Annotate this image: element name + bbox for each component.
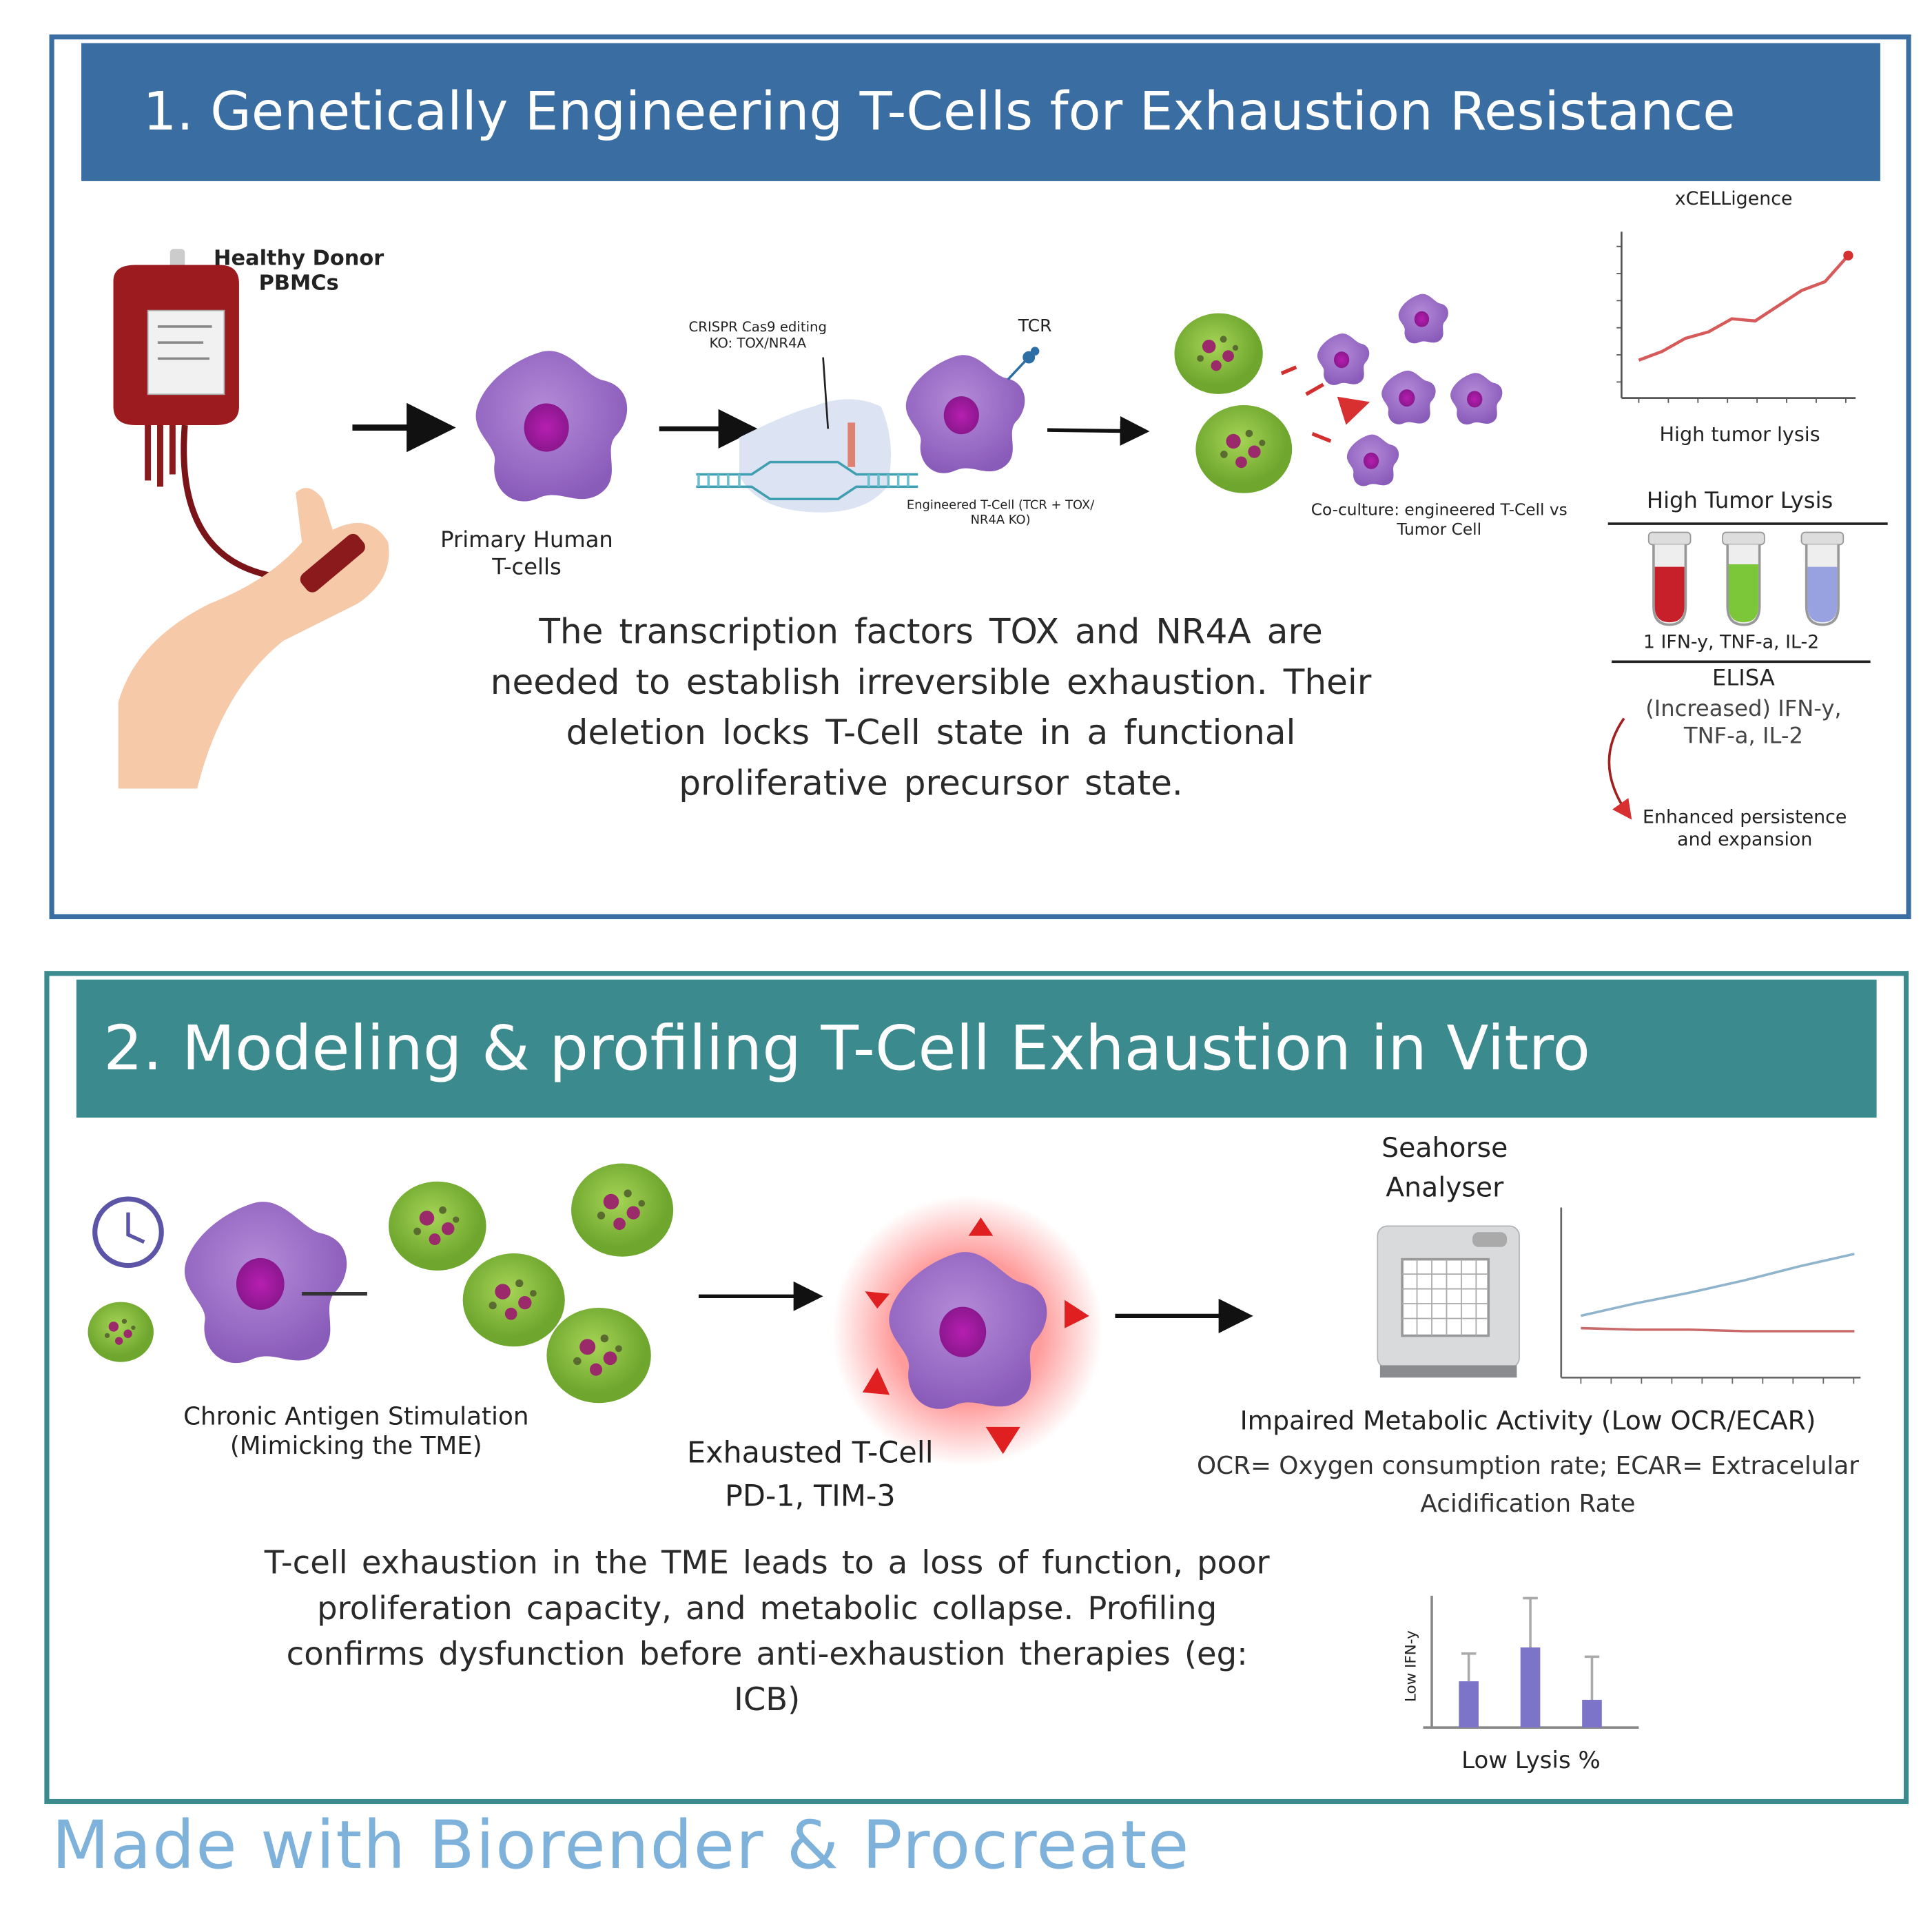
coculture-label-line: Tumor Cell <box>1397 520 1482 540</box>
primary-label-line: T-cells <box>492 554 562 580</box>
primary-tcell-icon <box>475 351 628 502</box>
xcelligence-endpoint <box>1843 250 1853 261</box>
section2-panel <box>44 971 1909 1805</box>
elisa-result: (Increased) IFN-y, TNF-a, IL-2 <box>1614 696 1873 749</box>
footer-credit: Made with Biorender & Procreate <box>52 1806 1191 1884</box>
metabolic-description: OCR= Oxygen consumption rate; ECAR= Extr… <box>1158 1446 1898 1523</box>
primary-tcell-label: Primary Human T-cells <box>419 527 635 580</box>
engineered-tcell-label: Engineered T-Cell (TCR + TOX/NR4A KO) <box>877 499 1124 528</box>
engineered-label-line: NR4A KO) <box>970 513 1031 528</box>
elisa-result-line: TNF-a, IL-2 <box>1683 723 1803 749</box>
xcelligence-caption: High tumor lysis <box>1659 422 1820 446</box>
section1-paragraph: The transcription factors TOX and NR4A a… <box>490 610 1372 803</box>
section1-header: 1. Genetically Engineering T-Cells for E… <box>81 43 1880 181</box>
chronic-label-line: (Mimicking the TME) <box>229 1430 482 1461</box>
crispr-label-line: CRISPR Cas9 editing <box>688 319 828 336</box>
bar <box>1459 1681 1479 1728</box>
outcome-label: Enhanced persistence and expansion <box>1634 806 1856 850</box>
exhausted-label-line: Exhausted T-Cell <box>686 1435 934 1470</box>
xcelligence-series <box>1638 254 1850 362</box>
exhausted-tcell-icon <box>832 1195 1103 1467</box>
seahorse-chart <box>1560 1207 1861 1384</box>
section1-title: 1. Genetically Engineering T-Cells for E… <box>143 81 1736 143</box>
elisa-label: ELISA <box>1712 665 1775 692</box>
bar-ylabel: Low IFN-y <box>1401 1630 1419 1703</box>
donor-label-line: PBMCs <box>258 271 339 296</box>
exhausted-label-line: PD-1, TIM-3 <box>724 1478 896 1514</box>
section1-panel <box>49 34 1911 920</box>
seahorse-series-low <box>1581 1326 1855 1333</box>
xcelligence-title: xCELLigence <box>1674 187 1793 210</box>
metabolic-title: Impaired Metabolic Activity (Low OCR/ECA… <box>1240 1406 1816 1436</box>
seahorse-analyser-icon <box>1377 1225 1520 1378</box>
primary-label-line: Primary Human <box>440 527 613 553</box>
outcome-line: Enhanced persistence <box>1642 805 1847 828</box>
elisa-result-line: (Increased) IFN-y, <box>1645 696 1842 722</box>
engineered-tcell-icon <box>905 355 1025 473</box>
donor-label-line: Healthy Donor <box>214 246 384 271</box>
tcr-label: TCR <box>1018 316 1052 337</box>
coculture-label-line: Co-culture: engineered T-Cell vs <box>1311 501 1568 520</box>
lysis-heading: High Tumor Lysis <box>1646 488 1833 514</box>
donor-label: Healthy Donor PBMCs <box>209 247 388 297</box>
exhausted-tcell-label: Exhausted T-Cell PD-1, TIM-3 <box>653 1432 967 1518</box>
crispr-label: CRISPR Cas9 editing KO: TOX/NR4A <box>666 319 850 351</box>
blood-bag-icon <box>113 249 309 582</box>
clock-icon <box>92 1196 164 1268</box>
coculture-icon <box>1174 294 1503 493</box>
bar <box>1520 1647 1541 1728</box>
section2-header: 2. Modeling & profiling T-Cell Exhaustio… <box>76 979 1877 1118</box>
crispr-label-line: KO: TOX/NR4A <box>709 335 807 352</box>
donor-arm-icon <box>118 488 389 789</box>
section2-title: 2. Modeling & profiling T-Cell Exhaustio… <box>103 1012 1590 1085</box>
crispr-cas9-icon <box>696 357 918 513</box>
seahorse-label: Seahorse Analyser <box>1355 1130 1534 1209</box>
chronic-stimulation-label: Chronic Antigen Stimulation (Mimicking th… <box>160 1401 552 1460</box>
chronic-label-line: Chronic Antigen Stimulation <box>183 1401 529 1431</box>
bar-xlabel: Low Lysis % <box>1461 1747 1601 1775</box>
arrow-icon <box>1047 416 1150 446</box>
tubes-caption: 1 IFN-y, TNF-a, IL-2 <box>1643 630 1820 653</box>
elisa-tubes-icon <box>1647 531 1844 626</box>
metabolic-desc-line: Acidification Rate <box>1420 1488 1636 1519</box>
tcr-receptor-icon <box>1007 347 1040 381</box>
metabolic-desc-line: OCR= Oxygen consumption rate; ECAR= Extr… <box>1196 1450 1860 1480</box>
seahorse-series-high <box>1580 1253 1855 1317</box>
section2-paragraph: T-cell exhaustion in the TME leads to a … <box>264 1545 1270 1719</box>
curved-arrow-icon <box>1607 717 1632 820</box>
xcelligence-chart <box>1616 232 1856 403</box>
seahorse-label-line: Analyser <box>1386 1173 1504 1204</box>
seahorse-label-line: Seahorse <box>1381 1133 1508 1164</box>
outcome-line: and expansion <box>1677 828 1813 850</box>
engineered-label-line: Engineered T-Cell (TCR + TOX/ <box>906 499 1095 513</box>
coculture-label: Co-culture: engineered T-Cell vs Tumor Ce… <box>1291 502 1587 540</box>
bar <box>1582 1699 1602 1728</box>
ifn-bar-chart <box>1423 1595 1639 1729</box>
